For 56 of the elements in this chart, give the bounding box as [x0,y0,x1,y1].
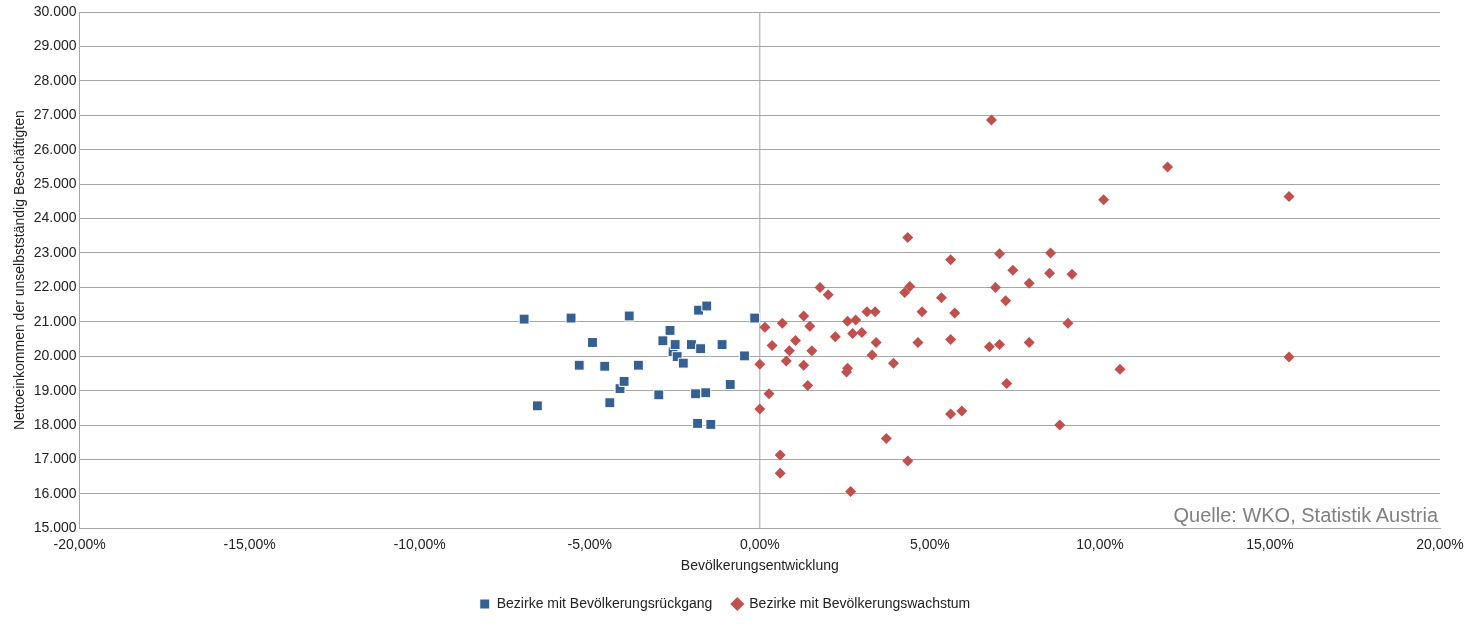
x-tick-label: 10,00% [1076,535,1124,552]
point [739,350,750,362]
point [531,400,543,412]
x-axis-title: Bevölkerungsentwicklung [680,557,839,574]
x-tick-label: -15,00% [223,535,276,552]
y-tick-label: 16.000 [33,484,77,501]
legend-label: Bezirke mit Bevölkerungsrückgang [496,594,713,611]
point [664,325,676,336]
point [716,339,728,351]
y-tick-label: 22.000 [33,278,77,295]
point [587,337,598,348]
annotation: Quelle: WKO, Statistik Austria [1173,503,1439,526]
y-tick-label: 17.000 [33,450,77,467]
point [690,388,701,400]
point [692,417,704,429]
legend-label: Bezirke mit Bevölkerungswachstum [749,594,971,611]
y-tick-label: 24.000 [33,209,77,226]
point [604,397,616,409]
x-tick-label: -5,00% [567,535,612,552]
point [518,313,530,325]
x-tick-label: -10,00% [393,535,446,552]
y-tick-label: 21.000 [33,312,77,329]
point [686,339,697,351]
y-tick-label: 25.000 [33,174,77,191]
point [573,359,585,371]
y-tick-label: 30.000 [33,2,77,19]
y-tick-label: 23.000 [33,243,77,260]
point [749,312,761,324]
y-tick-label: 18.000 [33,415,77,432]
point [705,418,717,430]
point [618,375,630,387]
point [724,379,736,390]
x-tick-label: -20,00% [53,535,106,552]
x-tick-label: 20,00% [1416,535,1464,552]
point [632,359,644,371]
y-tick-label: 15.000 [33,519,77,536]
y-axis-title: Nettoeinkommen der unselbstständig Beschäftigten [11,110,28,431]
point [669,339,681,351]
y-tick-label: 27.000 [33,106,77,123]
point [700,387,712,399]
point [623,310,635,322]
y-tick-label: 20.000 [33,347,77,364]
point [565,312,577,324]
point [653,389,665,401]
x-tick-label: 5,00% [910,535,950,552]
y-tick-label: 28.000 [33,71,77,88]
y-tick-label: 19.000 [33,381,77,398]
point [695,343,707,355]
y-tick-label: 26.000 [33,140,77,157]
point [701,300,713,312]
point [677,357,689,369]
point [657,335,669,347]
point [599,360,611,372]
x-tick-label: 0,00% [739,535,780,552]
y-tick-label: 29.000 [33,37,77,54]
x-tick-label: 15,00% [1246,535,1294,552]
